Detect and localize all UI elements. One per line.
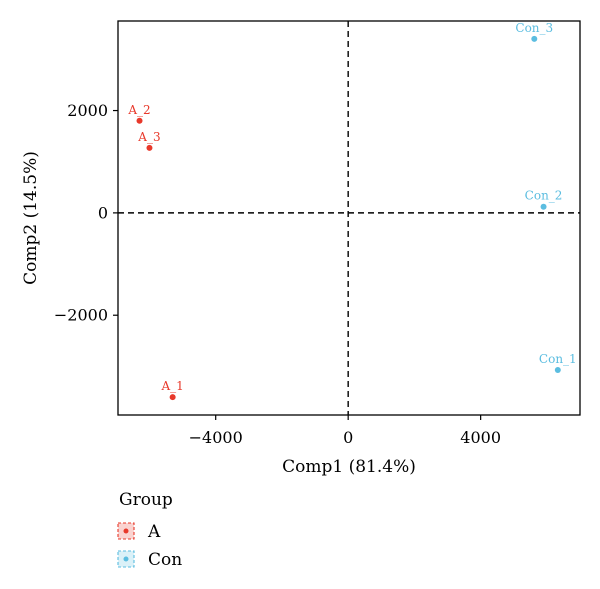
y-tick-label: −2000 [54,306,108,325]
data-label-a: A_2 [127,103,150,117]
x-tick-label: −4000 [189,428,243,447]
data-point-con [554,366,561,373]
legend-label-con: Con [148,550,182,570]
data-label-con: Con_2 [525,189,563,203]
data-point-con [531,35,538,42]
data-label-a: A_3 [137,130,160,144]
x-tick-label: 4000 [460,428,501,447]
y-axis-title: Comp2 (14.5%) [21,151,41,285]
data-point-con [540,203,547,210]
legend-title: Group [119,490,173,510]
plot-frame [117,20,581,416]
data-label-con: Con_1 [539,352,577,366]
x-axis-title: Comp1 (81.4%) [282,457,416,477]
y-tick-label: 2000 [67,101,108,120]
legend-key-dot-a [123,528,129,534]
data-point-a [136,117,143,124]
legend-label-a: A [147,522,161,542]
data-point-a [169,394,176,401]
data-label-a: A_1 [160,379,183,393]
data-label-con: Con_3 [515,21,553,35]
x-tick-label: 0 [343,428,353,447]
legend-key-dot-con [123,556,129,562]
data-point-a [146,144,153,151]
legend: Group A Con [117,490,182,570]
y-tick-label: 0 [98,203,108,222]
